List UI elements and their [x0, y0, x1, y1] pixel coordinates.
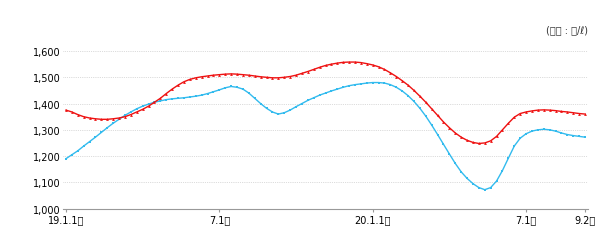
Text: (단위 : 원/ℓ): (단위 : 원/ℓ) [546, 25, 588, 34]
